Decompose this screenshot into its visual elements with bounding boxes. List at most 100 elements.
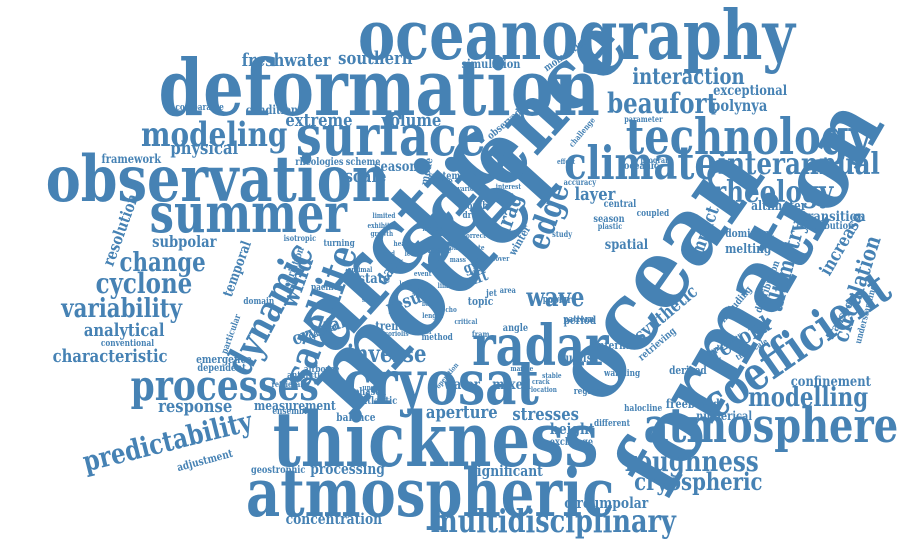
cloud-word-critical: critical	[455, 318, 478, 325]
cloud-word-condition: condition	[246, 104, 298, 116]
cloud-word-airborne: airborne	[304, 366, 340, 375]
cloud-word-coriolis: coriolis	[385, 330, 409, 337]
cloud-word-number: number	[483, 160, 508, 167]
cloud-word-october: october	[408, 328, 432, 335]
cloud-word-event: event	[414, 270, 431, 277]
cloud-word-freshwater: freshwater	[242, 52, 331, 70]
cloud-word-halocline: halocline	[624, 405, 662, 414]
cloud-word-numerical: numerical	[696, 410, 752, 422]
cloud-word-lead: lead	[381, 250, 395, 257]
cloud-word-turning: turning	[323, 240, 354, 249]
cloud-word-spring: spring	[412, 290, 433, 297]
cloud-word-cover: cover	[492, 255, 509, 262]
cloud-word-correct: correct	[463, 232, 486, 239]
cloud-word-jet: jet	[486, 290, 497, 299]
cloud-word-fram: fram	[472, 330, 489, 338]
cloud-word-basin: basin	[422, 300, 439, 307]
cloud-word-confinement: confinement	[791, 375, 871, 389]
cloud-word-growth: growth	[370, 230, 393, 237]
cloud-word-physical: physical	[170, 140, 238, 158]
cloud-word-august: august	[559, 352, 597, 364]
cloud-word-domain: domain	[243, 298, 274, 307]
cloud-word-concentration: concentration	[286, 512, 383, 527]
cloud-word-simulation: simulation	[461, 58, 520, 70]
cloud-word-heat: heat	[394, 240, 408, 247]
cloud-word-echo: echo	[442, 306, 457, 313]
cloud-word-change: change	[119, 250, 205, 276]
cloud-word-oceanography: oceanography	[358, 2, 795, 70]
cloud-word-dependent: dependent	[197, 364, 246, 374]
cloud-word-accuracy: accuracy	[564, 178, 597, 186]
cloud-word-interest: interest	[496, 183, 521, 190]
cloud-word-location: location	[531, 386, 557, 393]
cloud-word-subpolar: subpolar	[152, 234, 216, 250]
cloud-word-cryospheric: cryospheric	[634, 470, 762, 494]
cloud-word-warming: warming	[604, 370, 640, 379]
cloud-word-ensemble: ensemble	[272, 408, 311, 417]
cloud-word-isotropic: isotropic	[284, 234, 317, 242]
cloud-word-optimal: optimal	[348, 266, 373, 273]
cloud-word-framework: framework	[102, 153, 162, 165]
cloud-word-state: state	[358, 272, 390, 286]
cloud-word-height: height	[550, 422, 595, 437]
cloud-word-temporal: temporal	[221, 239, 254, 299]
cloud-word-characteristic: characteristic	[53, 348, 168, 366]
cloud-word-program: program	[640, 156, 672, 164]
cloud-word-aperture: aperture	[426, 404, 498, 422]
cloud-word-exceptional: exceptional	[713, 84, 787, 98]
cloud-word-power: power	[543, 296, 568, 305]
cloud-word-angle: angle	[503, 324, 528, 334]
cloud-word-different: different	[594, 420, 630, 429]
cloud-word-scheme: scheme	[346, 158, 381, 168]
cloud-word-limited: limited	[373, 212, 396, 219]
cloud-word-spatial: spatial	[605, 238, 648, 252]
cloud-word-mixed: mixed	[492, 378, 531, 392]
cloud-word-comparable: comparable	[175, 104, 224, 113]
cloud-word-contribution: contribution	[796, 222, 854, 232]
cloud-word-upshot: upshot	[362, 384, 384, 391]
cloud-word-polynya: polynya	[711, 98, 767, 114]
cloud-word-central: central	[604, 200, 637, 210]
cloud-word-marine: marine	[511, 365, 534, 372]
cloud-word-melting: melting	[725, 243, 771, 256]
cloud-word-derived: derived	[669, 365, 707, 376]
cloud-word-sheet: sheet	[362, 296, 379, 303]
cloud-word-dominant: dominant	[725, 228, 773, 239]
cloud-word-water: water	[444, 378, 480, 392]
cloud-word-exhibit: exhibit	[367, 222, 389, 229]
cloud-word-loss: loss	[399, 280, 411, 287]
cloud-word-analytical: analytical	[84, 322, 165, 340]
cloud-word-study: study	[552, 230, 572, 238]
cloud-word-significant: significant	[470, 464, 543, 479]
cloud-word-balance: balance	[336, 412, 375, 423]
cloud-word-internal: internal	[594, 340, 634, 351]
cloud-word-level: level	[405, 250, 420, 257]
cloud-word-parameter: parameter	[624, 115, 662, 123]
cloud-word-area: area	[500, 286, 516, 294]
cloud-word-drove: drove	[463, 212, 486, 221]
cloud-word-inverse: inverse	[347, 342, 427, 366]
cloud-word-zone: zone	[447, 244, 462, 251]
cloud-word-pacific: pacific	[311, 284, 338, 293]
cloud-word-pattern: pattern	[563, 316, 594, 325]
cloud-word-effect: effect	[557, 158, 575, 165]
cloud-word-response: response	[158, 398, 232, 416]
cloud-word-stable: stable	[542, 372, 561, 379]
cloud-word-regional: regional	[574, 388, 608, 397]
cloud-word-southern: southern	[338, 50, 412, 68]
cloud-word-variability: variability	[61, 296, 182, 322]
cloud-word-retrieval: retrieval	[271, 380, 302, 388]
cloud-word-various: various	[458, 185, 481, 192]
cloud-word-mass: mass	[450, 256, 466, 263]
cloud-word-length: length	[422, 312, 443, 319]
cloud-word-plastic: plastic	[598, 222, 623, 230]
cloud-word-time: time	[434, 178, 453, 187]
cloud-word-processing: processing	[310, 462, 385, 477]
cloud-word-altimeter: altimeter	[751, 200, 806, 213]
cloud-word-circumpolar: circumpolar	[564, 496, 648, 511]
cloud-word-rheologies: rheologies	[295, 158, 343, 168]
cloud-word-limit: limit	[438, 282, 453, 289]
cloud-word-rate: rate	[471, 244, 484, 251]
cloud-word-volume: volume	[382, 112, 442, 130]
